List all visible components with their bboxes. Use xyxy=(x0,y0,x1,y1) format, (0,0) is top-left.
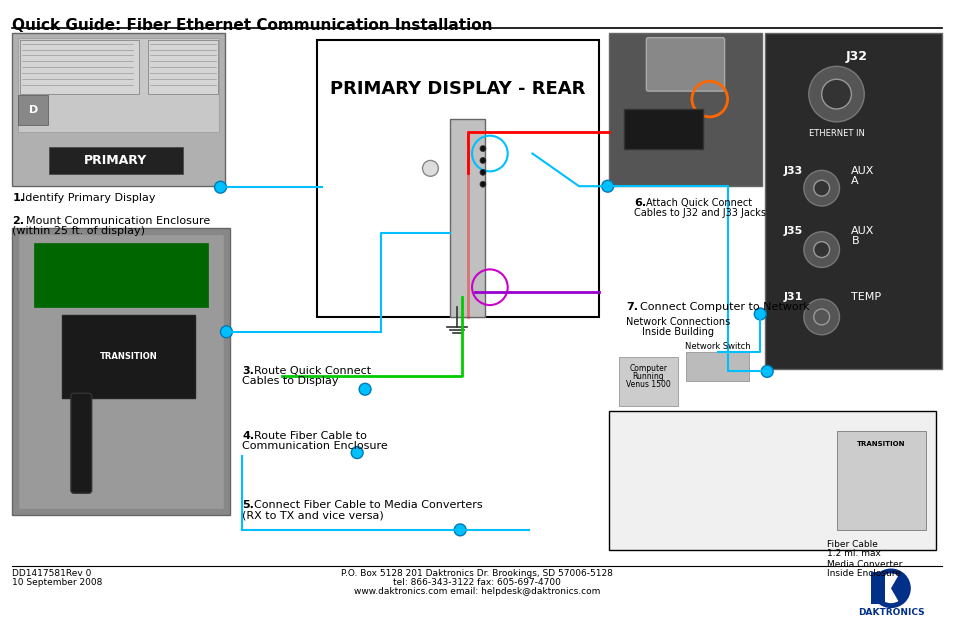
Circle shape xyxy=(454,524,466,536)
Text: Route Quick Connect: Route Quick Connect xyxy=(253,366,371,376)
Text: 5.: 5. xyxy=(242,500,253,510)
Text: 10 September 2008: 10 September 2008 xyxy=(12,578,103,587)
FancyBboxPatch shape xyxy=(19,235,223,508)
Text: tel: 866-343-3122 fax: 605-697-4700: tel: 866-343-3122 fax: 605-697-4700 xyxy=(393,578,560,587)
Circle shape xyxy=(479,158,485,163)
FancyBboxPatch shape xyxy=(34,243,208,307)
Circle shape xyxy=(601,180,613,192)
FancyBboxPatch shape xyxy=(50,146,183,174)
FancyBboxPatch shape xyxy=(12,228,230,515)
Text: AUX: AUX xyxy=(850,226,874,236)
Text: 3.: 3. xyxy=(242,366,253,376)
Circle shape xyxy=(803,299,839,335)
Text: Cables to Display: Cables to Display xyxy=(242,376,338,386)
Circle shape xyxy=(813,309,829,325)
FancyBboxPatch shape xyxy=(450,119,484,317)
Text: 4.: 4. xyxy=(242,431,254,441)
FancyBboxPatch shape xyxy=(870,572,884,604)
FancyBboxPatch shape xyxy=(18,95,48,125)
Text: Identify Primary Display: Identify Primary Display xyxy=(22,193,155,203)
Circle shape xyxy=(358,383,371,395)
Text: 2.: 2. xyxy=(12,216,25,226)
Circle shape xyxy=(479,146,485,151)
Text: J31: J31 xyxy=(783,292,802,302)
Circle shape xyxy=(803,171,839,206)
Circle shape xyxy=(351,447,363,459)
Circle shape xyxy=(813,242,829,258)
FancyBboxPatch shape xyxy=(608,33,761,186)
FancyBboxPatch shape xyxy=(71,393,91,493)
Text: Network Connections: Network Connections xyxy=(625,317,729,327)
Text: J35: J35 xyxy=(783,226,802,236)
Text: Connect Computer to Network: Connect Computer to Network xyxy=(639,302,809,312)
Text: Computer: Computer xyxy=(629,365,667,373)
Text: AUX: AUX xyxy=(850,166,874,176)
Circle shape xyxy=(479,181,485,187)
Text: P.O. Box 5128 201 Daktronics Dr. Brookings, SD 57006-5128: P.O. Box 5128 201 Daktronics Dr. Brookin… xyxy=(341,570,612,578)
Text: 1.: 1. xyxy=(12,193,25,203)
FancyBboxPatch shape xyxy=(18,38,219,132)
Text: Mount Communication Enclosure: Mount Communication Enclosure xyxy=(27,216,211,226)
Text: 6.: 6. xyxy=(634,198,646,208)
Circle shape xyxy=(220,326,233,337)
Text: J32: J32 xyxy=(844,49,866,62)
Circle shape xyxy=(754,308,765,320)
FancyBboxPatch shape xyxy=(12,33,225,186)
Text: A: A xyxy=(850,176,858,186)
FancyBboxPatch shape xyxy=(685,352,748,381)
Text: Fiber Cable: Fiber Cable xyxy=(825,540,877,549)
Circle shape xyxy=(760,365,772,378)
Text: Venus 1500: Venus 1500 xyxy=(625,380,670,389)
Text: Connect Fiber Cable to Media Converters: Connect Fiber Cable to Media Converters xyxy=(253,500,482,510)
FancyBboxPatch shape xyxy=(836,431,924,530)
FancyBboxPatch shape xyxy=(608,411,935,549)
Circle shape xyxy=(870,569,910,608)
Text: TRANSITION: TRANSITION xyxy=(99,352,157,361)
Circle shape xyxy=(479,169,485,176)
Text: B: B xyxy=(850,235,858,246)
Text: Inside Enclosure: Inside Enclosure xyxy=(825,569,900,577)
FancyBboxPatch shape xyxy=(618,357,678,406)
Text: 7.: 7. xyxy=(626,302,638,312)
Text: www.daktronics.com email: helpdesk@daktronics.com: www.daktronics.com email: helpdesk@daktr… xyxy=(354,587,599,596)
FancyBboxPatch shape xyxy=(20,40,139,94)
Text: Communication Enclosure: Communication Enclosure xyxy=(242,441,388,451)
Text: Attach Quick Connect: Attach Quick Connect xyxy=(646,198,752,208)
FancyBboxPatch shape xyxy=(764,33,941,370)
Circle shape xyxy=(821,79,850,109)
Text: J33: J33 xyxy=(783,166,802,176)
Circle shape xyxy=(813,180,829,196)
Text: Route Fiber Cable to: Route Fiber Cable to xyxy=(253,431,367,441)
Text: Inside Building: Inside Building xyxy=(641,327,713,337)
Text: DAKTRONICS: DAKTRONICS xyxy=(857,608,923,617)
FancyBboxPatch shape xyxy=(316,40,598,317)
FancyBboxPatch shape xyxy=(623,109,702,148)
Circle shape xyxy=(422,161,438,176)
Text: Running: Running xyxy=(632,373,663,381)
FancyBboxPatch shape xyxy=(62,315,194,398)
Text: PRIMARY: PRIMARY xyxy=(84,154,147,167)
Text: TRANSITION: TRANSITION xyxy=(856,441,904,447)
Text: D: D xyxy=(29,105,38,115)
Wedge shape xyxy=(875,574,898,603)
FancyBboxPatch shape xyxy=(148,40,217,94)
Text: Media Converter: Media Converter xyxy=(825,559,901,569)
Text: Cables to J32 and J33 Jacks: Cables to J32 and J33 Jacks xyxy=(634,208,765,218)
Circle shape xyxy=(214,181,226,193)
Text: Network Switch: Network Switch xyxy=(684,342,750,350)
Text: ETHERNET IN: ETHERNET IN xyxy=(808,129,863,138)
Text: Quick Guide: Fiber Ethernet Communication Installation: Quick Guide: Fiber Ethernet Communicatio… xyxy=(12,18,493,33)
FancyBboxPatch shape xyxy=(646,38,724,91)
Text: DD1417581Rev 0: DD1417581Rev 0 xyxy=(12,570,91,578)
Text: (RX to TX and vice versa): (RX to TX and vice versa) xyxy=(242,510,384,520)
Text: TEMP: TEMP xyxy=(850,292,881,302)
Text: PRIMARY DISPLAY - REAR: PRIMARY DISPLAY - REAR xyxy=(329,80,584,98)
Text: (within 25 ft. of display): (within 25 ft. of display) xyxy=(12,226,146,236)
Circle shape xyxy=(803,232,839,268)
Text: 1.2 mi. max: 1.2 mi. max xyxy=(825,549,880,557)
Circle shape xyxy=(808,66,863,122)
